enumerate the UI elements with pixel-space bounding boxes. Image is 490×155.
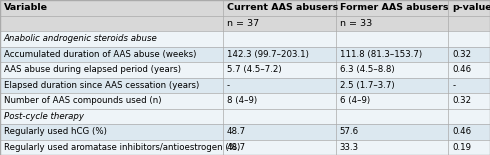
Bar (0, 140, 490, 155)
Text: 0.46: 0.46 (452, 127, 471, 136)
Text: Post-cycle therapy: Post-cycle therapy (4, 112, 84, 121)
Text: n = 33: n = 33 (340, 19, 372, 28)
Text: 48.7: 48.7 (227, 143, 246, 152)
Text: Anabolic androgenic steroids abuse: Anabolic androgenic steroids abuse (4, 34, 158, 43)
Text: Elapsed duration since AAS cessation (years): Elapsed duration since AAS cessation (ye… (4, 81, 199, 90)
Text: 0.32: 0.32 (452, 50, 471, 59)
Text: 48.7: 48.7 (227, 127, 246, 136)
Text: 0.46: 0.46 (452, 65, 471, 74)
Text: 2.5 (1.7–3.7): 2.5 (1.7–3.7) (340, 81, 394, 90)
Text: -: - (227, 81, 230, 90)
Text: Former AAS abusers: Former AAS abusers (340, 3, 448, 12)
Text: 111.8 (81.3–153.7): 111.8 (81.3–153.7) (340, 50, 422, 59)
Text: -: - (452, 81, 455, 90)
Bar (0, 31, 490, 46)
Text: Number of AAS compounds used (n): Number of AAS compounds used (n) (4, 96, 161, 105)
Text: Regularly used hCG (%): Regularly used hCG (%) (4, 127, 107, 136)
Text: Variable: Variable (4, 3, 48, 12)
Text: 57.6: 57.6 (340, 127, 359, 136)
Bar (0, 0, 490, 16)
Text: Current AAS abusers: Current AAS abusers (227, 3, 338, 12)
Text: 0.32: 0.32 (452, 96, 471, 105)
Bar (0, 46, 490, 62)
Text: 142.3 (99.7–203.1): 142.3 (99.7–203.1) (227, 50, 309, 59)
Text: 0.19: 0.19 (452, 143, 471, 152)
Bar (0, 124, 490, 140)
Bar (0, 78, 490, 93)
Bar (0, 93, 490, 108)
Text: 8 (4–9): 8 (4–9) (227, 96, 257, 105)
Text: Accumulated duration of AAS abuse (weeks): Accumulated duration of AAS abuse (weeks… (4, 50, 196, 59)
Text: p-value: p-value (452, 3, 490, 12)
Text: 6.3 (4.5–8.8): 6.3 (4.5–8.8) (340, 65, 394, 74)
Text: Regularly used aromatase inhibitors/antioestrogen (%): Regularly used aromatase inhibitors/anti… (4, 143, 240, 152)
Text: AAS abuse during elapsed period (years): AAS abuse during elapsed period (years) (4, 65, 181, 74)
Bar (0, 108, 490, 124)
Text: n = 37: n = 37 (227, 19, 259, 28)
Bar (0, 16, 490, 31)
Text: 33.3: 33.3 (340, 143, 359, 152)
Text: 6 (4–9): 6 (4–9) (340, 96, 369, 105)
Text: 5.7 (4.5–7.2): 5.7 (4.5–7.2) (227, 65, 281, 74)
Bar (0, 62, 490, 78)
